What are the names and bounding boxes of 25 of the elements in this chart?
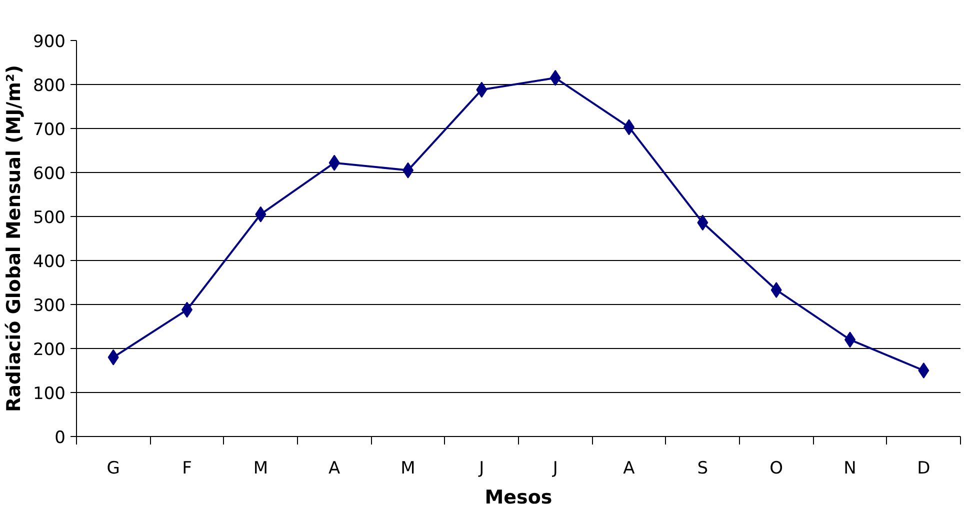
x-tick-label: N <box>844 458 856 478</box>
y-tick-label: 600 <box>33 164 66 184</box>
x-tick-label: A <box>328 458 341 478</box>
x-tick-label: D <box>917 458 930 478</box>
x-tick-label: S <box>697 458 708 478</box>
x-tick-label: J <box>552 458 558 478</box>
y-tick-label: 500 <box>33 208 66 228</box>
y-tick-label: 200 <box>33 340 66 360</box>
y-tick-label: 0 <box>54 428 66 448</box>
x-axis-title: Mesos <box>484 486 552 508</box>
x-tick-label: O <box>770 458 784 478</box>
x-tick-label: F <box>182 458 192 478</box>
y-tick-label: 800 <box>33 76 66 96</box>
y-tick-label: 100 <box>33 384 66 404</box>
y-tick-label: 900 <box>33 32 66 52</box>
y-tick-label: 400 <box>33 252 66 272</box>
y-axis-title: Radiació Global Mensual (MJ/m²) <box>3 64 26 412</box>
x-tick-label: J <box>478 458 484 478</box>
y-tick-label: 300 <box>33 296 66 316</box>
x-tick-label: M <box>253 458 268 478</box>
y-tick-label: 700 <box>33 120 66 140</box>
x-tick-label: A <box>623 458 636 478</box>
point <box>918 362 930 378</box>
x-tick-label: M <box>400 458 416 478</box>
x-tick-label: G <box>106 458 120 478</box>
